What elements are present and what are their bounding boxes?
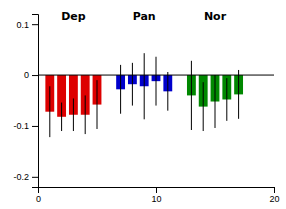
tick-label: 0 — [36, 194, 41, 204]
error-bar — [120, 65, 121, 114]
tick-mark — [156, 187, 157, 193]
error-bar — [49, 86, 50, 137]
error-bar — [238, 70, 239, 119]
error-bar — [85, 95, 86, 134]
tick: 10 — [151, 187, 161, 204]
tick-mark — [32, 75, 38, 76]
tick: -0.1 — [13, 121, 38, 131]
axis-line — [39, 188, 275, 194]
bar-series — [45, 75, 101, 137]
tick: 0 — [36, 187, 41, 204]
bar-series — [116, 53, 172, 119]
annotation: Nor — [204, 10, 227, 23]
error-bar — [215, 75, 216, 128]
error-bar — [191, 61, 192, 130]
tick-label: -0.1 — [13, 121, 29, 131]
axis-line — [32, 15, 39, 188]
reference-line — [38, 75, 274, 76]
tick-mark — [32, 177, 38, 178]
error-bar — [167, 72, 168, 111]
annotations: Dep Pan Nor — [61, 10, 226, 23]
error-bar — [156, 57, 157, 106]
tick: 0 — [24, 70, 38, 80]
chart-svg: 0 10 20 0.1 0 -0.1 -0.2 Dep Pan Nor — [0, 0, 286, 209]
plot-area: 0 10 20 0.1 0 -0.1 -0.2 Dep Pan Nor — [13, 10, 279, 205]
annotation: Dep — [61, 10, 86, 23]
error-bar — [97, 80, 98, 129]
tick-label: 20 — [269, 194, 279, 204]
tick-label: -0.2 — [13, 172, 29, 182]
tick-label: 0.1 — [16, 20, 29, 30]
error-bar — [132, 63, 133, 106]
error-bar — [226, 78, 227, 121]
error-bar — [203, 82, 204, 131]
x-axis: 0 10 20 — [36, 187, 280, 204]
error-bar — [73, 98, 74, 131]
y-axis: 0.1 0 -0.1 -0.2 — [13, 15, 38, 188]
tick: 0.1 — [16, 20, 38, 30]
annotation: Pan — [133, 10, 156, 23]
marks — [38, 53, 274, 137]
tick-label: 0 — [24, 70, 29, 80]
tick: -0.2 — [13, 172, 38, 182]
chart-container: 0 10 20 0.1 0 -0.1 -0.2 Dep Pan Nor — [0, 0, 286, 209]
tick-mark — [32, 24, 38, 25]
tick: 20 — [269, 187, 279, 204]
tick-label: 10 — [151, 194, 161, 204]
error-bar — [144, 53, 145, 119]
bar-series — [187, 61, 243, 131]
tick-mark — [32, 126, 38, 127]
tick-mark — [274, 187, 275, 193]
error-bar — [61, 103, 62, 131]
